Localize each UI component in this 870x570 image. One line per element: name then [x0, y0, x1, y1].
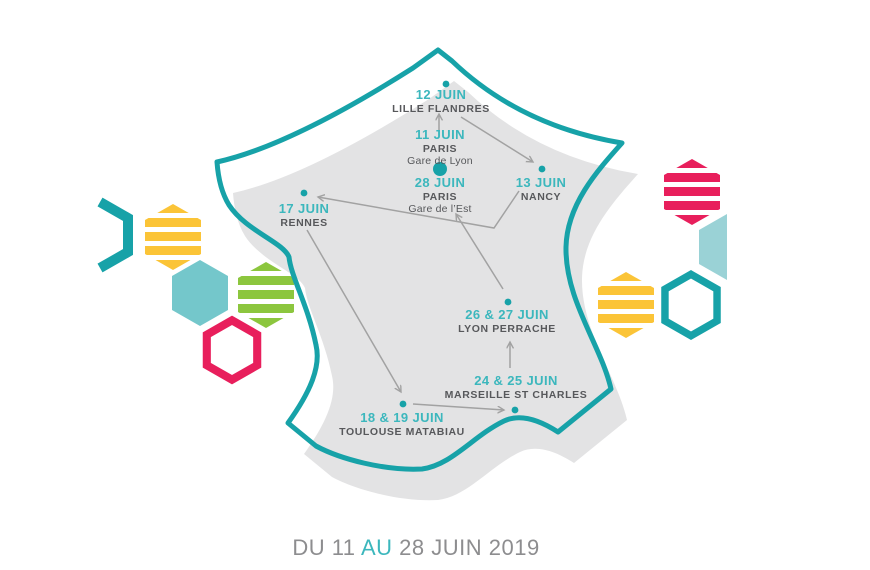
station-name: TOULOUSE MATABIAU — [339, 426, 465, 439]
station-name: MARSEILLE ST CHARLES — [444, 389, 588, 402]
station-name: NANCY — [520, 191, 562, 204]
france-shadow — [233, 81, 638, 501]
station-date: 11 JUIN — [415, 127, 465, 142]
route-lyon-paris-arrow — [456, 214, 504, 290]
station-label-paris-gare-de-lyon: 11 JUIN PARIS Gare de Lyon — [407, 127, 473, 168]
station-date: 24 & 25 JUIN — [474, 373, 558, 388]
station-date: 18 & 19 JUIN — [360, 410, 444, 425]
hexagon-striped-yellow-icon — [598, 272, 654, 338]
station-date: 13 JUIN — [515, 175, 567, 190]
hexagon-outline-pink-icon — [202, 315, 262, 385]
station-label-toulouse: 18 & 19 JUIN TOULOUSE MATABIAU — [339, 410, 465, 439]
station-label-lyon: 26 & 27 JUIN LYON PERRACHE — [458, 307, 556, 336]
route-rennes-toulouse-arrow — [306, 229, 401, 392]
station-date: 12 JUIN — [415, 87, 467, 102]
station-label-marseille: 24 & 25 JUIN MARSEILLE ST CHARLES — [444, 373, 588, 402]
station-sub: Gare de Lyon — [407, 155, 473, 168]
station-dots — [300, 80, 546, 414]
tour-dates-title: DU 11 AU 28 JUIN 2019 — [292, 535, 539, 561]
route-nancy-rennes-arrow — [318, 190, 520, 229]
station-dot-lyon — [504, 298, 512, 306]
station-label-rennes: 17 JUIN RENNES — [278, 201, 330, 230]
station-dot-nancy — [538, 165, 546, 173]
station-label-nancy: 13 JUIN NANCY — [515, 175, 567, 204]
station-name: LYON PERRACHE — [458, 323, 556, 336]
hexagon-striped-yellow-icon — [145, 204, 201, 270]
station-dot-rennes — [300, 189, 308, 197]
station-dot-toulouse — [399, 400, 407, 408]
station-dot-marseille — [511, 406, 519, 414]
hexagon-outline-teal-icon — [661, 270, 721, 340]
route-lille-nancy-arrow — [460, 116, 533, 162]
route-toulouse-marseille-arrow — [412, 403, 504, 410]
station-name: RENNES — [280, 217, 328, 230]
decor-left — [97, 197, 294, 385]
station-label-paris-gare-de-lest: 28 JUIN PARIS Gare de l’Est — [408, 175, 472, 216]
station-date: 26 & 27 JUIN — [465, 307, 549, 322]
routes — [306, 114, 533, 410]
station-sub: Gare de l’Est — [408, 203, 472, 216]
tour-dates-part2: 28 JUIN 2019 — [399, 535, 540, 560]
tour-dates-part1: DU 11 — [292, 535, 356, 560]
half-hexagon-solid-teal-icon — [699, 214, 727, 280]
half-hexagon-outline-teal-icon — [97, 197, 133, 273]
decor-right — [598, 159, 727, 340]
tour-dates-highlight: AU — [360, 535, 393, 560]
station-dot-paris — [433, 162, 447, 176]
station-date: 28 JUIN — [414, 175, 466, 190]
station-label-lille: 12 JUIN LILLE FLANDRES — [392, 87, 490, 116]
hexagon-striped-pink-icon — [664, 159, 720, 225]
station-name: LILLE FLANDRES — [392, 103, 490, 116]
station-date: 17 JUIN — [278, 201, 330, 216]
hexagon-striped-green-icon — [238, 262, 294, 328]
station-name: PARIS — [422, 191, 458, 204]
station-dot-lille — [442, 80, 450, 88]
station-name: PARIS — [422, 143, 458, 156]
hexagon-solid-teal-icon — [172, 260, 228, 326]
france-outline — [214, 47, 625, 472]
